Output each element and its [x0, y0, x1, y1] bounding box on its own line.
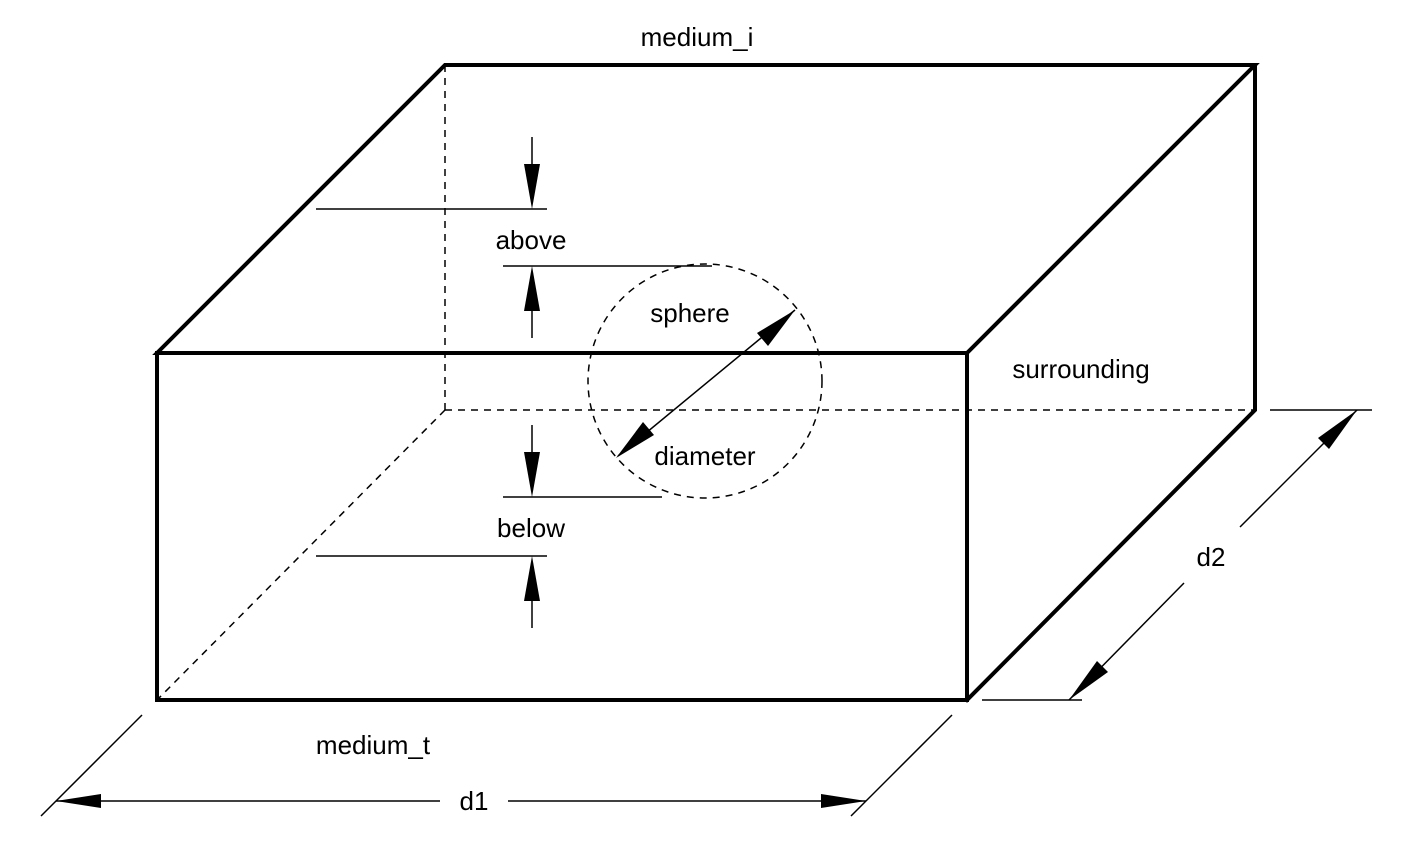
diameter-arrowhead-upper	[757, 310, 795, 346]
labels: medium_i above sphere surrounding diamet…	[316, 22, 1226, 816]
medium-t-label: medium_t	[316, 730, 431, 760]
d2-lower-arrowhead	[1069, 661, 1108, 700]
d1-label: d1	[460, 786, 489, 816]
diameter-dimension	[616, 309, 796, 458]
d1-left-extension-line	[40, 714, 143, 817]
d2-dimension	[982, 409, 1372, 701]
diameter-label: diameter	[654, 441, 755, 471]
right-face-edges	[964, 63, 1257, 703]
sphere-label: sphere	[650, 298, 730, 328]
above-dimension	[316, 137, 712, 338]
d2-label: d2	[1197, 542, 1226, 572]
d1-right-extension-line	[850, 714, 953, 817]
left-bottom-hidden-edge	[156, 409, 446, 701]
d1-dimension	[40, 714, 953, 817]
below-dimension	[316, 425, 662, 628]
above-upper-arrowhead	[524, 164, 540, 209]
above-lower-arrowhead	[524, 266, 540, 311]
d2-upper-arrowhead	[1318, 410, 1357, 449]
box-edges	[152, 63, 1260, 703]
front-face	[155, 351, 969, 702]
d1-left-arrowhead	[56, 794, 101, 808]
surrounding-label: surrounding	[1012, 354, 1149, 384]
sphere-outline	[587, 263, 823, 499]
below-lower-arrowhead	[524, 556, 540, 601]
below-upper-arrowhead	[524, 452, 540, 497]
medium-i-label: medium_i	[641, 22, 754, 52]
above-label: above	[496, 225, 567, 255]
d1-right-arrowhead	[821, 794, 866, 808]
diameter-arrowhead-lower	[616, 422, 654, 458]
below-label: below	[497, 513, 565, 543]
